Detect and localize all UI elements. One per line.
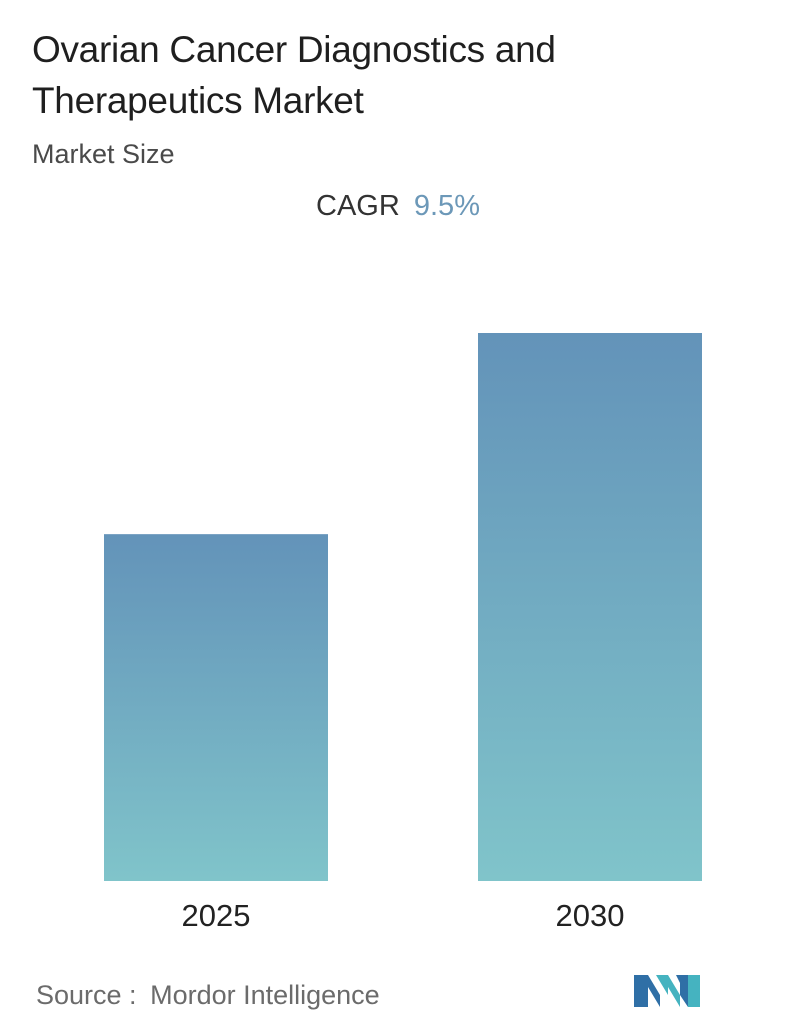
- bar-2030: [478, 333, 702, 881]
- cagr-value: 9.5%: [413, 190, 480, 222]
- cagr-label: CAGR: [316, 190, 400, 222]
- mordor-intelligence-logo-icon: [634, 975, 700, 1007]
- category-label-2025: 2025: [182, 898, 251, 933]
- bar-chart: 2025 2030: [104, 333, 702, 933]
- bars-group: [104, 333, 702, 881]
- chart-title: Ovarian Cancer Diagnostics and Therapeut…: [32, 29, 556, 121]
- category-labels-group: 2025 2030: [182, 898, 625, 933]
- source-name: Mordor Intelligence: [150, 980, 380, 1010]
- source-text: Source : Mordor Intelligence: [36, 980, 380, 1011]
- bar-2025: [104, 534, 328, 881]
- cagr-text: CAGR 9.5%: [0, 190, 796, 223]
- source-label: Source :: [36, 980, 137, 1010]
- chart-subtitle: Market Size: [32, 139, 175, 169]
- category-label-2030: 2030: [556, 898, 625, 933]
